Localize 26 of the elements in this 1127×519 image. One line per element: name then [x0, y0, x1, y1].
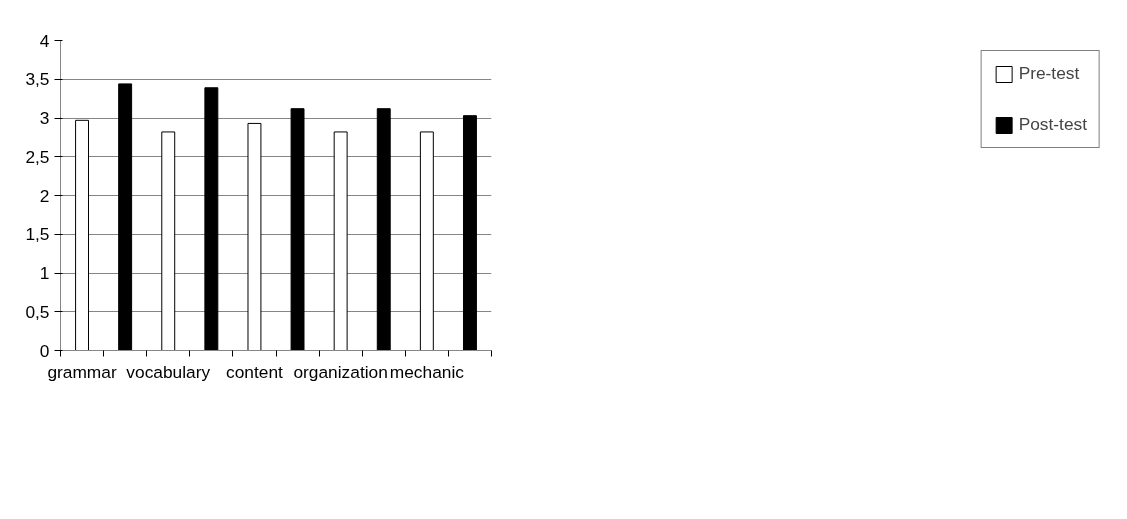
y-tick-label: 0 — [39, 340, 50, 361]
bar — [419, 131, 434, 351]
bar — [247, 122, 262, 351]
bar — [118, 83, 133, 351]
y-tick-label: 1,5 — [25, 224, 50, 245]
legend-label: Pre-test — [1018, 63, 1080, 84]
x-tick-label: grammar — [47, 361, 117, 382]
y-tick-label: 3 — [39, 108, 50, 128]
bar — [161, 131, 176, 351]
y-tick-label: 0,5 — [25, 301, 50, 322]
bar — [462, 115, 477, 351]
x-tick-label: organization — [293, 361, 388, 382]
y-tick-label: 2,5 — [25, 146, 50, 167]
y-tick-label: 2 — [39, 185, 50, 206]
bar — [290, 108, 305, 351]
x-tick-label: content — [226, 361, 284, 382]
bar — [376, 108, 391, 351]
bar — [204, 87, 219, 351]
bar — [75, 119, 90, 351]
y-tick-label: 3,5 — [25, 69, 50, 90]
legend-label: Post-test — [1018, 114, 1087, 135]
x-tick-label: vocabulary — [126, 361, 211, 382]
y-tick-label: 4 — [39, 30, 50, 51]
x-tick-label: mechanic — [389, 361, 465, 382]
bar — [333, 131, 348, 351]
y-tick-label: 1 — [39, 263, 50, 283]
